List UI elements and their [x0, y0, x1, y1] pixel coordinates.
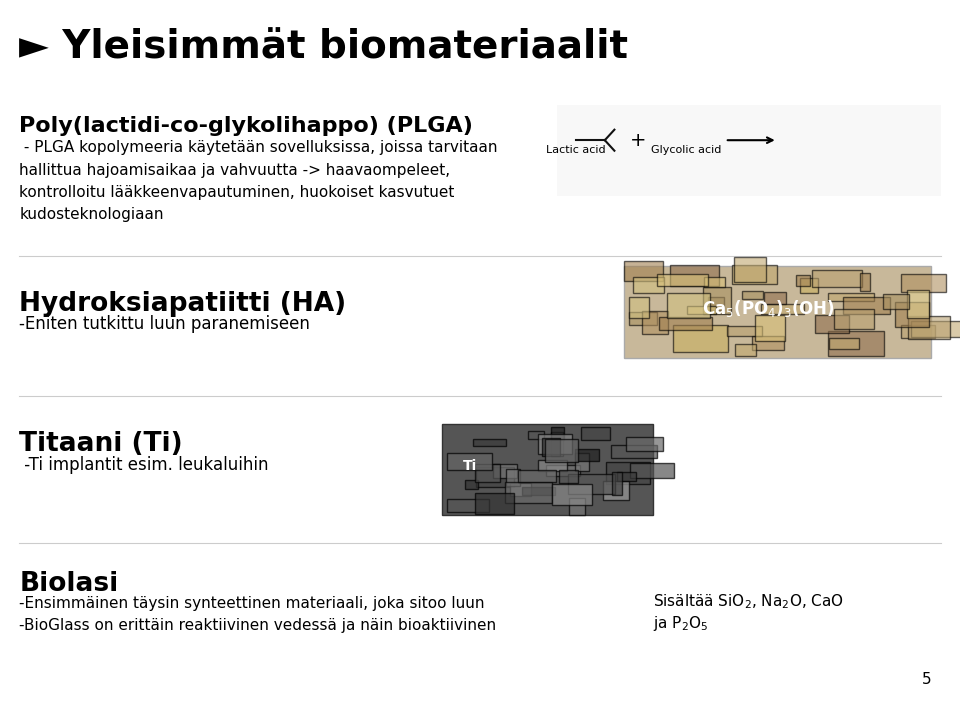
FancyBboxPatch shape — [442, 424, 653, 515]
FancyBboxPatch shape — [475, 493, 515, 514]
FancyBboxPatch shape — [446, 453, 492, 470]
FancyBboxPatch shape — [742, 291, 763, 299]
FancyBboxPatch shape — [687, 306, 716, 315]
FancyBboxPatch shape — [472, 439, 506, 446]
Text: -Ensimmäinen täysin synteettinen materiaali, joka sitoo luun: -Ensimmäinen täysin synteettinen materia… — [19, 596, 485, 611]
FancyBboxPatch shape — [629, 297, 649, 318]
FancyBboxPatch shape — [901, 325, 935, 338]
Text: hallittua hajoamisaikaa ja vahvuutta -> haavaompeleet,: hallittua hajoamisaikaa ja vahvuutta -> … — [19, 163, 450, 177]
FancyBboxPatch shape — [612, 472, 622, 495]
FancyBboxPatch shape — [843, 297, 890, 314]
FancyBboxPatch shape — [703, 287, 732, 314]
FancyBboxPatch shape — [569, 498, 585, 515]
FancyBboxPatch shape — [629, 312, 657, 325]
FancyBboxPatch shape — [624, 261, 663, 281]
FancyBboxPatch shape — [552, 484, 592, 505]
FancyBboxPatch shape — [507, 469, 519, 486]
FancyBboxPatch shape — [465, 480, 478, 489]
Text: -Ti implantit esim. leukaluihin: -Ti implantit esim. leukaluihin — [19, 456, 269, 474]
FancyBboxPatch shape — [541, 438, 560, 456]
FancyBboxPatch shape — [522, 487, 555, 496]
FancyBboxPatch shape — [734, 257, 766, 282]
FancyBboxPatch shape — [727, 326, 762, 336]
Text: 5: 5 — [922, 672, 931, 687]
FancyBboxPatch shape — [670, 266, 719, 286]
FancyBboxPatch shape — [908, 316, 949, 339]
Text: Lactic acid: Lactic acid — [546, 145, 606, 155]
FancyBboxPatch shape — [657, 274, 708, 286]
FancyBboxPatch shape — [518, 470, 557, 482]
FancyBboxPatch shape — [705, 278, 726, 287]
Text: kontrolloitu lääkkeenvapautuminen, huokoiset kasvutuet: kontrolloitu lääkkeenvapautuminen, huoko… — [19, 185, 455, 200]
FancyBboxPatch shape — [800, 278, 818, 293]
Text: Ti: Ti — [464, 459, 477, 473]
FancyBboxPatch shape — [753, 336, 784, 350]
FancyBboxPatch shape — [828, 293, 875, 301]
FancyBboxPatch shape — [575, 449, 599, 461]
FancyBboxPatch shape — [796, 275, 810, 287]
FancyBboxPatch shape — [493, 464, 517, 478]
Text: Poly(lactidi-co-glykolihappo) (PLGA): Poly(lactidi-co-glykolihappo) (PLGA) — [19, 116, 473, 136]
FancyBboxPatch shape — [476, 468, 515, 487]
FancyBboxPatch shape — [883, 294, 909, 308]
FancyBboxPatch shape — [546, 465, 580, 476]
FancyBboxPatch shape — [603, 481, 629, 501]
FancyBboxPatch shape — [606, 462, 650, 484]
FancyBboxPatch shape — [833, 309, 874, 329]
Text: Ca$_5$(PO$_4$)$_3$(OH): Ca$_5$(PO$_4$)$_3$(OH) — [702, 298, 834, 319]
FancyBboxPatch shape — [545, 439, 579, 463]
FancyBboxPatch shape — [895, 302, 929, 327]
FancyBboxPatch shape — [811, 271, 862, 287]
Text: -Eniten tutkittu luun paranemiseen: -Eniten tutkittu luun paranemiseen — [19, 315, 310, 334]
FancyBboxPatch shape — [551, 428, 564, 440]
Text: Glycolic acid: Glycolic acid — [651, 145, 722, 155]
FancyBboxPatch shape — [667, 293, 710, 318]
FancyBboxPatch shape — [575, 454, 588, 471]
FancyBboxPatch shape — [732, 264, 777, 284]
FancyBboxPatch shape — [568, 474, 614, 494]
FancyBboxPatch shape — [673, 325, 729, 353]
Text: - PLGA kopolymeeria käytetään sovelluksissa, joissa tarvitaan: - PLGA kopolymeeria käytetään sovelluksi… — [19, 140, 497, 155]
FancyBboxPatch shape — [815, 315, 850, 334]
FancyBboxPatch shape — [756, 315, 785, 341]
FancyBboxPatch shape — [900, 274, 947, 292]
FancyBboxPatch shape — [447, 499, 489, 512]
FancyBboxPatch shape — [559, 470, 578, 483]
Text: kudosteknologiaan: kudosteknologiaan — [19, 207, 164, 222]
FancyBboxPatch shape — [505, 482, 552, 503]
FancyBboxPatch shape — [828, 332, 884, 356]
FancyBboxPatch shape — [539, 461, 566, 471]
Text: -BioGlass on erittäin reaktiivinen vedessä ja näin bioaktiivinen: -BioGlass on erittäin reaktiivinen vedes… — [19, 618, 496, 633]
Text: Titaani (Ti): Titaani (Ti) — [19, 431, 182, 457]
FancyBboxPatch shape — [859, 273, 870, 291]
FancyBboxPatch shape — [642, 311, 667, 334]
FancyBboxPatch shape — [630, 463, 674, 477]
FancyBboxPatch shape — [763, 292, 786, 304]
FancyBboxPatch shape — [627, 437, 662, 451]
FancyBboxPatch shape — [828, 338, 859, 349]
FancyBboxPatch shape — [907, 290, 929, 318]
Text: +: + — [630, 130, 647, 150]
FancyBboxPatch shape — [617, 472, 636, 481]
Text: Hydroksiapatiitti (HA): Hydroksiapatiitti (HA) — [19, 291, 347, 317]
FancyBboxPatch shape — [761, 304, 804, 314]
FancyBboxPatch shape — [538, 435, 572, 454]
FancyBboxPatch shape — [633, 277, 664, 292]
FancyBboxPatch shape — [660, 318, 712, 330]
FancyBboxPatch shape — [612, 444, 658, 458]
Text: Biolasi: Biolasi — [19, 571, 118, 597]
FancyBboxPatch shape — [557, 105, 941, 196]
Text: ► Yleisimmät biomateriaalit: ► Yleisimmät biomateriaalit — [19, 28, 628, 66]
FancyBboxPatch shape — [581, 428, 611, 440]
Text: Sisältää SiO$_2$, Na$_2$O, CaO
ja P$_2$O$_5$: Sisältää SiO$_2$, Na$_2$O, CaO ja P$_2$O… — [653, 592, 844, 633]
FancyBboxPatch shape — [624, 266, 931, 358]
FancyBboxPatch shape — [551, 432, 563, 456]
FancyBboxPatch shape — [528, 431, 544, 439]
FancyBboxPatch shape — [708, 297, 724, 311]
FancyBboxPatch shape — [475, 464, 500, 482]
FancyBboxPatch shape — [511, 483, 532, 496]
FancyBboxPatch shape — [911, 321, 960, 337]
FancyBboxPatch shape — [735, 344, 756, 356]
